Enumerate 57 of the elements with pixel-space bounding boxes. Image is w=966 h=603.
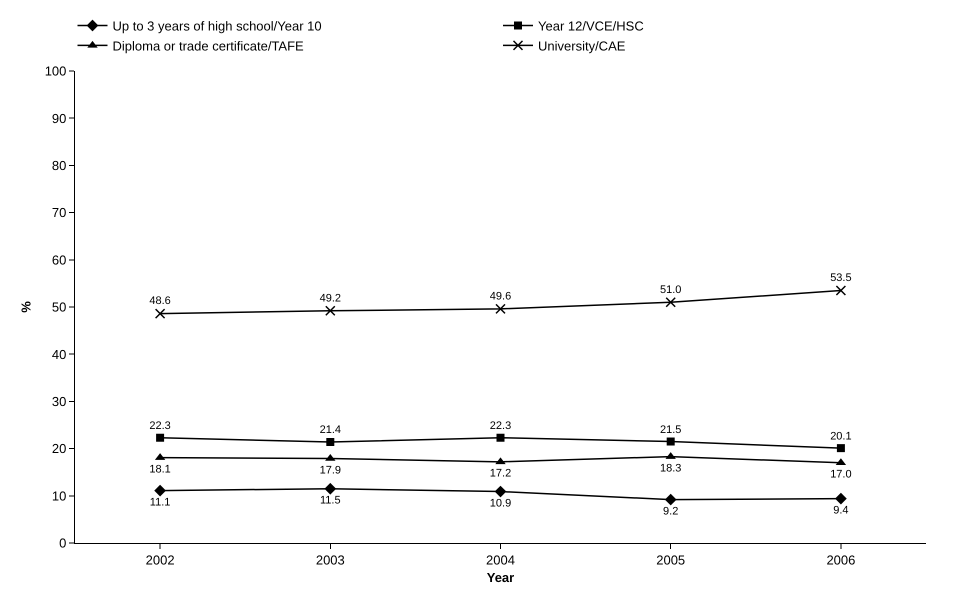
x-tick-label: 2005 [656, 552, 686, 568]
y-tick-label: 30 [52, 394, 66, 409]
point [326, 438, 334, 446]
y-tick-label: 0 [59, 536, 66, 551]
point [495, 304, 506, 314]
data-label: 10.9 [490, 497, 512, 510]
data-label: 17.2 [490, 468, 512, 480]
x-tick-label: 2006 [826, 552, 856, 568]
point [324, 482, 336, 495]
legend-label: Year 12/VCE/HSC [538, 18, 644, 34]
x-axis-title: Year [486, 570, 514, 586]
data-label: 49.2 [320, 292, 342, 304]
data-label: 49.6 [490, 290, 512, 303]
data-label: 17.0 [830, 468, 852, 481]
point [156, 434, 164, 442]
point [664, 494, 677, 506]
legend-label: University/CAE [538, 38, 626, 54]
data-label: 21.4 [320, 424, 342, 436]
data-label: 9.2 [663, 505, 678, 518]
y-tick-label: 50 [52, 300, 66, 315]
point [665, 297, 676, 308]
legend-label: Up to 3 years of high school/Year 10 [112, 18, 322, 34]
x-tick-label: 2002 [146, 552, 175, 568]
point [325, 306, 336, 316]
data-label: 18.3 [660, 462, 682, 474]
point [835, 492, 847, 504]
y-tick-label: 80 [52, 158, 66, 173]
data-label: 21.5 [660, 424, 682, 436]
point [496, 434, 504, 442]
y-tick-label: 40 [52, 346, 66, 362]
data-label: 17.9 [320, 464, 342, 476]
data-label: 48.6 [149, 295, 171, 308]
point [154, 484, 166, 496]
data-label: 51.0 [660, 284, 682, 296]
y-tick-label: 60 [52, 252, 66, 268]
point [154, 308, 166, 319]
data-label: 22.3 [490, 420, 512, 432]
point [836, 444, 845, 452]
y-tick-label: 20 [52, 441, 66, 456]
point [666, 438, 675, 446]
y-axis-title: % [18, 300, 34, 313]
y-tick-label: 90 [52, 110, 66, 126]
x-tick-label: 2004 [486, 552, 515, 568]
data-label: 22.3 [149, 420, 171, 432]
legend-label: Diploma or trade certificate/TAFE [112, 38, 304, 54]
data-label: 9.4 [833, 504, 849, 517]
y-tick-label: 10 [52, 488, 66, 504]
y-tick-label: 70 [52, 205, 66, 220]
x-tick-label: 2003 [316, 552, 345, 568]
point [836, 285, 846, 296]
y-tick-label: 100 [44, 64, 66, 79]
data-label: 11.1 [150, 496, 170, 508]
data-label: 53.5 [830, 272, 852, 284]
data-label: 18.1 [149, 463, 171, 476]
data-label: 20.1 [830, 430, 852, 442]
data-label: 11.5 [320, 494, 341, 507]
point [494, 486, 506, 498]
